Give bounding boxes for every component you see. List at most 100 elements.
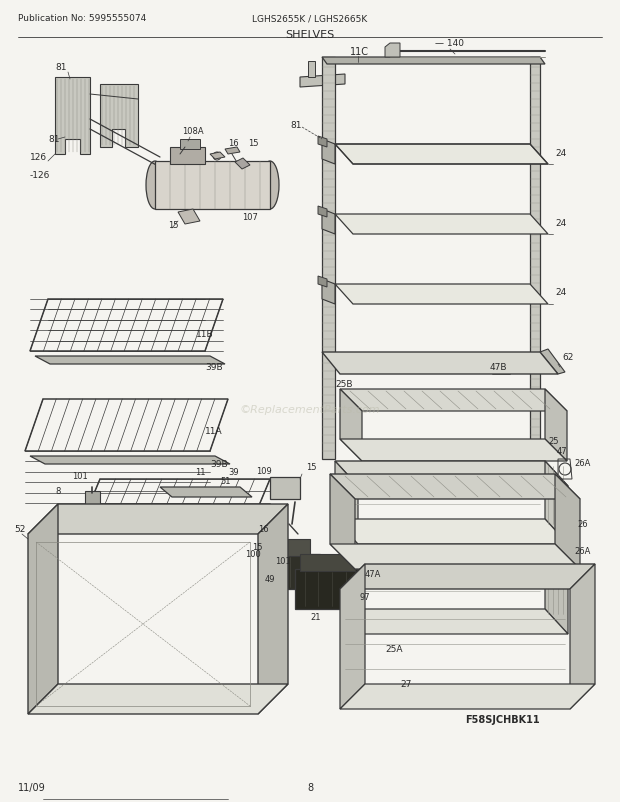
Text: 11: 11 — [195, 468, 205, 477]
Text: SHELVES: SHELVES — [285, 30, 335, 40]
Polygon shape — [322, 210, 335, 235]
Text: 25B: 25B — [335, 380, 353, 389]
Polygon shape — [340, 439, 567, 461]
Polygon shape — [28, 504, 288, 534]
Text: 11A: 11A — [205, 427, 223, 436]
Text: 11B: 11B — [196, 330, 214, 339]
Polygon shape — [340, 390, 362, 461]
Text: 39B: 39B — [210, 460, 228, 469]
Polygon shape — [545, 461, 568, 545]
Polygon shape — [295, 569, 360, 610]
Polygon shape — [335, 461, 568, 486]
Text: 47A: 47A — [365, 569, 381, 579]
Text: 97: 97 — [360, 593, 371, 602]
Polygon shape — [318, 277, 327, 288]
Text: 25: 25 — [548, 437, 559, 446]
Polygon shape — [335, 461, 358, 545]
Polygon shape — [55, 78, 90, 155]
Text: F58SJCHBK11: F58SJCHBK11 — [465, 714, 539, 724]
Polygon shape — [555, 475, 580, 569]
Polygon shape — [30, 456, 230, 464]
Text: 24: 24 — [555, 288, 566, 297]
Polygon shape — [545, 390, 567, 461]
Text: ©ReplacementParts.com: ©ReplacementParts.com — [240, 404, 380, 415]
Polygon shape — [258, 504, 288, 714]
Polygon shape — [540, 350, 565, 375]
Polygon shape — [340, 565, 595, 589]
Polygon shape — [270, 477, 300, 500]
Polygon shape — [335, 285, 548, 305]
Text: 26A: 26A — [574, 459, 590, 468]
Polygon shape — [300, 554, 355, 571]
Polygon shape — [35, 357, 225, 365]
Text: 109: 109 — [256, 467, 272, 476]
Polygon shape — [318, 137, 327, 148]
Polygon shape — [210, 153, 225, 160]
Text: 16: 16 — [228, 138, 239, 148]
Polygon shape — [178, 210, 200, 225]
Text: 39B: 39B — [205, 363, 223, 372]
Polygon shape — [335, 145, 548, 164]
Polygon shape — [340, 684, 595, 709]
Polygon shape — [278, 539, 310, 557]
Polygon shape — [340, 549, 568, 574]
Polygon shape — [545, 549, 568, 634]
Text: 39: 39 — [228, 468, 239, 477]
Polygon shape — [155, 162, 270, 210]
Polygon shape — [322, 140, 335, 164]
Text: 25A: 25A — [385, 645, 402, 654]
Polygon shape — [318, 207, 327, 217]
Text: 24: 24 — [555, 148, 566, 157]
Text: 100: 100 — [245, 550, 261, 559]
Text: 81: 81 — [48, 136, 60, 144]
Text: 8: 8 — [307, 782, 313, 792]
Polygon shape — [180, 140, 200, 150]
Text: 101: 101 — [72, 472, 88, 481]
Polygon shape — [330, 475, 355, 569]
Text: 47B: 47B — [490, 363, 508, 372]
Polygon shape — [225, 148, 240, 155]
Polygon shape — [340, 390, 567, 411]
Text: 15: 15 — [252, 543, 262, 552]
Text: 11C: 11C — [350, 47, 369, 57]
Polygon shape — [160, 488, 252, 497]
Polygon shape — [335, 520, 568, 545]
Text: 26A: 26A — [574, 547, 590, 556]
Polygon shape — [300, 75, 345, 88]
Polygon shape — [322, 280, 335, 305]
Polygon shape — [330, 545, 580, 569]
Text: 47: 47 — [557, 447, 568, 456]
Polygon shape — [385, 44, 400, 58]
Polygon shape — [85, 492, 100, 509]
Text: 101: 101 — [275, 557, 291, 565]
Text: 51: 51 — [220, 477, 231, 486]
Text: 11/09: 11/09 — [18, 782, 46, 792]
Polygon shape — [330, 475, 580, 500]
Ellipse shape — [261, 162, 279, 210]
Text: 126: 126 — [30, 153, 47, 162]
Polygon shape — [170, 148, 205, 164]
Text: 27: 27 — [400, 679, 412, 689]
Polygon shape — [570, 565, 595, 709]
Text: 15: 15 — [168, 221, 179, 230]
Polygon shape — [235, 159, 250, 170]
Ellipse shape — [146, 162, 164, 210]
Text: — 140: — 140 — [435, 39, 464, 48]
Polygon shape — [322, 58, 545, 65]
Polygon shape — [322, 58, 335, 460]
Text: -126: -126 — [30, 170, 50, 180]
Polygon shape — [340, 549, 363, 634]
Text: 81: 81 — [290, 120, 301, 129]
Text: 15: 15 — [306, 463, 316, 472]
Polygon shape — [268, 554, 320, 589]
Polygon shape — [340, 565, 365, 709]
Text: 8: 8 — [55, 487, 60, 496]
Circle shape — [288, 541, 300, 553]
Text: 16: 16 — [258, 525, 268, 534]
Text: Publication No: 5995555074: Publication No: 5995555074 — [18, 14, 146, 23]
Text: 21: 21 — [310, 613, 321, 622]
Text: LGHS2655K / LGHS2665K: LGHS2655K / LGHS2665K — [252, 14, 368, 23]
Text: 24: 24 — [555, 218, 566, 227]
Text: 107: 107 — [242, 213, 258, 222]
Polygon shape — [308, 62, 315, 78]
